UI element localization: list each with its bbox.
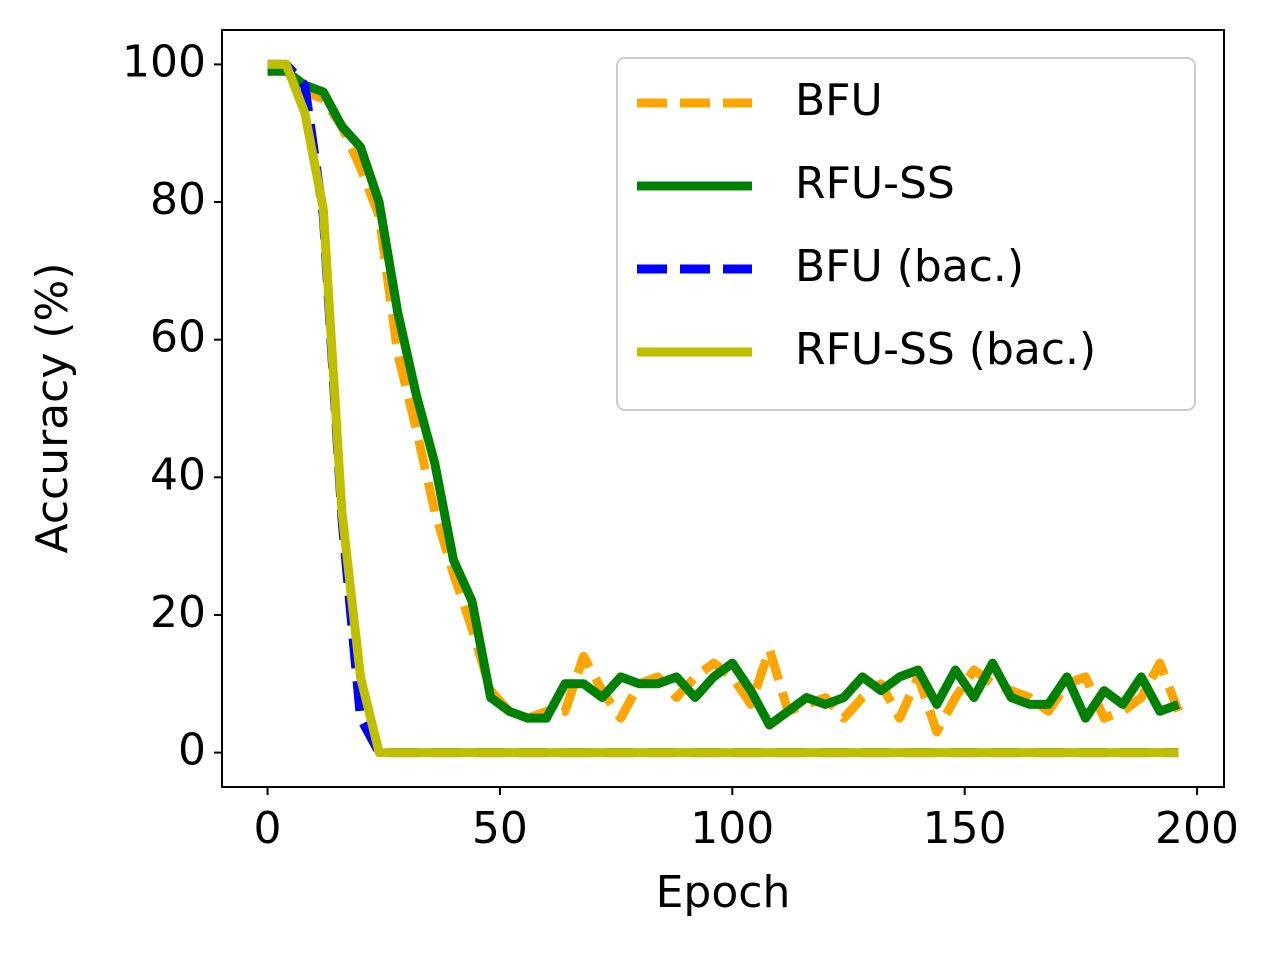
y-tick-label: 20	[150, 587, 206, 638]
series-line	[267, 66, 1181, 730]
y-tick-label: 40	[150, 449, 206, 500]
x-tick-label: 50	[472, 803, 528, 854]
x-axis-label: Epoch	[656, 867, 791, 918]
y-axis-label: Accuracy (%)	[27, 262, 78, 553]
legend-label: BFU (bac.)	[795, 241, 1024, 292]
y-tick-label: 0	[178, 725, 206, 776]
plot-frame	[221, 29, 1225, 788]
y-tick-label: 100	[122, 36, 206, 87]
x-tick-label: 200	[1155, 803, 1239, 854]
legend-label: RFU-SS (bac.)	[795, 324, 1096, 375]
y-tick-label: 60	[150, 312, 206, 363]
series-line	[267, 59, 1179, 758]
legend-label: BFU	[795, 75, 883, 126]
legend-label: RFU-SS	[795, 158, 955, 209]
x-tick-label: 0	[254, 803, 282, 854]
x-tick-label: 100	[690, 803, 774, 854]
legend-box	[616, 57, 1196, 411]
y-tick-label: 80	[150, 174, 206, 225]
x-tick-label: 150	[923, 803, 1007, 854]
